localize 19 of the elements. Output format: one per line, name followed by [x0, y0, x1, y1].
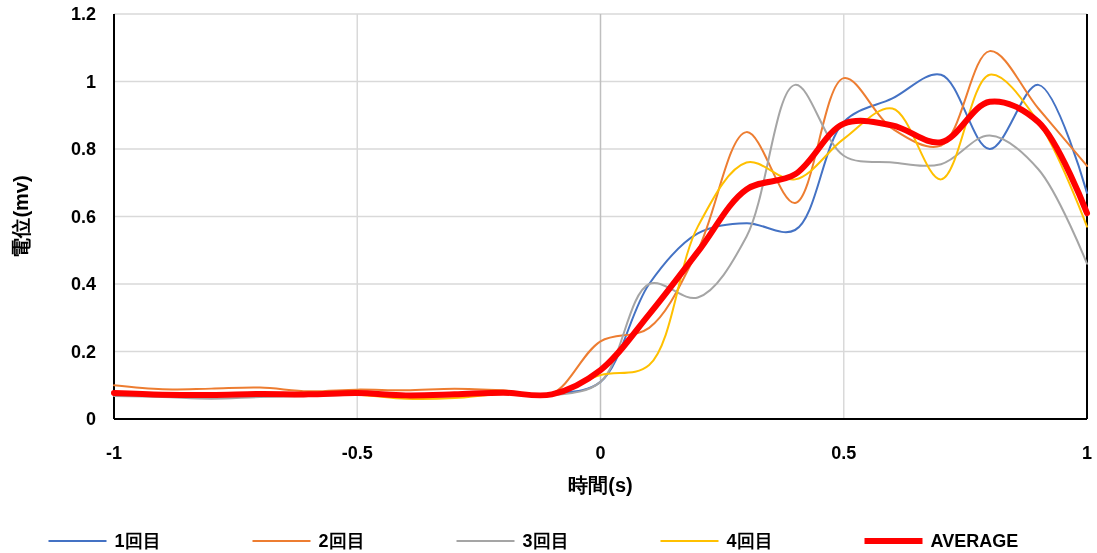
x-axis-title: 時間(s) [568, 474, 633, 496]
y-tick-label: 0 [85, 409, 96, 430]
x-tick-label: 0.5 [831, 443, 857, 463]
legend-label: 1回目 [114, 531, 161, 552]
x-tick-label: 0 [595, 443, 606, 463]
y-axis-title: 電位(mv) [10, 175, 32, 258]
legend-label: 2回目 [318, 531, 365, 552]
x-tick-label: 1 [1081, 443, 1093, 463]
y-tick-label: 0.2 [70, 341, 96, 362]
legend-label: AVERAGE [930, 531, 1019, 552]
y-tick-label: 1.2 [70, 4, 96, 25]
y-tick-label: 0.6 [70, 206, 96, 227]
y-tick-label: 0.8 [70, 139, 96, 160]
y-tick-label: 0.4 [70, 274, 96, 295]
x-tick-label: -1 [105, 443, 123, 463]
legend-label: 3回目 [522, 531, 569, 552]
x-tick-label: -0.5 [341, 443, 373, 463]
legend-label: 4回目 [726, 531, 773, 552]
y-tick-label: 1 [85, 71, 96, 92]
